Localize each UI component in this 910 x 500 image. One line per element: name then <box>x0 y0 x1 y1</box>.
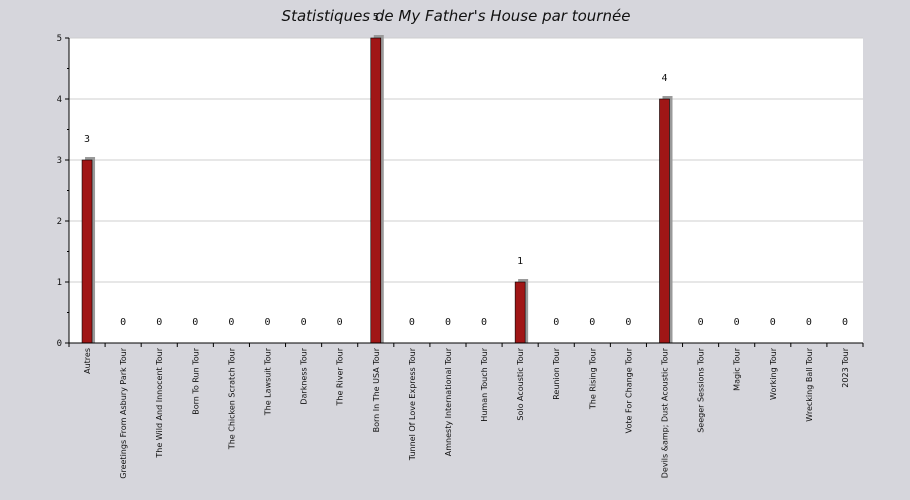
x-tick-label: Magic Tour <box>733 347 742 391</box>
y-tick-label: 0 <box>57 339 62 349</box>
x-tick-label: Greetings From Asbury Park Tour <box>119 347 128 478</box>
data-label: 0 <box>698 317 704 328</box>
x-tick-label: Working Tour <box>769 347 778 400</box>
y-tick-label: 3 <box>57 156 62 166</box>
x-tick-label: Solo Acoustic Tour <box>516 347 525 420</box>
bar <box>659 98 670 344</box>
bars <box>81 35 673 344</box>
bar <box>81 159 93 344</box>
gridlines <box>69 37 863 283</box>
data-label: 0 <box>589 317 595 328</box>
data-label: 0 <box>409 317 415 328</box>
y-tick-label: 1 <box>57 278 62 288</box>
x-tick-label: The Rising Tour <box>588 347 597 410</box>
x-tick-label: Devils &amp; Dust Acoustic Tour <box>661 347 670 478</box>
data-label: 1 <box>517 256 523 267</box>
data-label: 0 <box>301 317 307 328</box>
data-label: 0 <box>481 317 487 328</box>
axes <box>65 37 864 347</box>
x-tick-label: Human Touch Tour <box>480 347 489 421</box>
y-tick-label: 2 <box>57 217 62 227</box>
bar <box>370 37 382 344</box>
data-label: 0 <box>120 317 126 328</box>
x-tick-label: Darkness Tour <box>300 347 309 404</box>
data-label: 0 <box>806 317 812 328</box>
data-label: 0 <box>337 317 343 328</box>
data-label: 0 <box>264 317 270 328</box>
x-tick-labels: Autres Greetings From Asbury Park Tour The… <box>83 347 850 478</box>
x-tick-label: Born To Run Tour <box>191 347 200 414</box>
x-tick-label: 2023 Tour <box>841 347 850 387</box>
y-tick-label: 5 <box>57 34 62 44</box>
x-tick-label: The River Tour <box>336 347 345 406</box>
x-tick-label: Born In The USA Tour <box>372 347 381 432</box>
data-label: 0 <box>192 317 198 328</box>
y-tick-labels: 0 1 2 3 4 5 <box>57 34 62 349</box>
data-label: 3 <box>84 134 90 145</box>
x-tick-label: Tunnel Of Love Express Tour <box>408 347 417 461</box>
data-label: 0 <box>228 317 234 328</box>
x-tick-label: Wrecking Ball Tour <box>805 347 814 421</box>
x-tick-label: The Lawsuit Tour <box>264 347 273 416</box>
data-label: 0 <box>553 317 559 328</box>
x-tick-label: The Wild And Innocent Tour <box>155 347 164 458</box>
chart-title: Statistiques de My Father's House par to… <box>282 7 631 25</box>
x-tick-label: Vote For Change Tour <box>624 347 633 433</box>
x-tick-label: Autres <box>83 348 92 374</box>
plot-area <box>69 38 863 343</box>
x-tick-label: Amnesty International Tour <box>444 347 453 456</box>
bar <box>514 281 526 344</box>
y-tick-label: 4 <box>57 95 62 105</box>
data-label: 0 <box>770 317 776 328</box>
data-label: 0 <box>445 317 451 328</box>
data-labels: 3 0 0 0 0 0 0 0 5 0 0 0 1 0 0 0 4 0 0 0 0 0 <box>84 12 848 328</box>
data-label: 4 <box>661 73 667 84</box>
data-label: 5 <box>373 12 379 23</box>
x-tick-label: Seeger Sessions Tour <box>697 347 706 432</box>
data-label: 0 <box>156 317 162 328</box>
x-tick-label: The Chicken Scratch Tour <box>227 347 236 450</box>
x-tick-label: Reunion Tour <box>552 347 561 399</box>
data-label: 0 <box>734 317 740 328</box>
data-label: 0 <box>625 317 631 328</box>
data-label: 0 <box>842 317 848 328</box>
